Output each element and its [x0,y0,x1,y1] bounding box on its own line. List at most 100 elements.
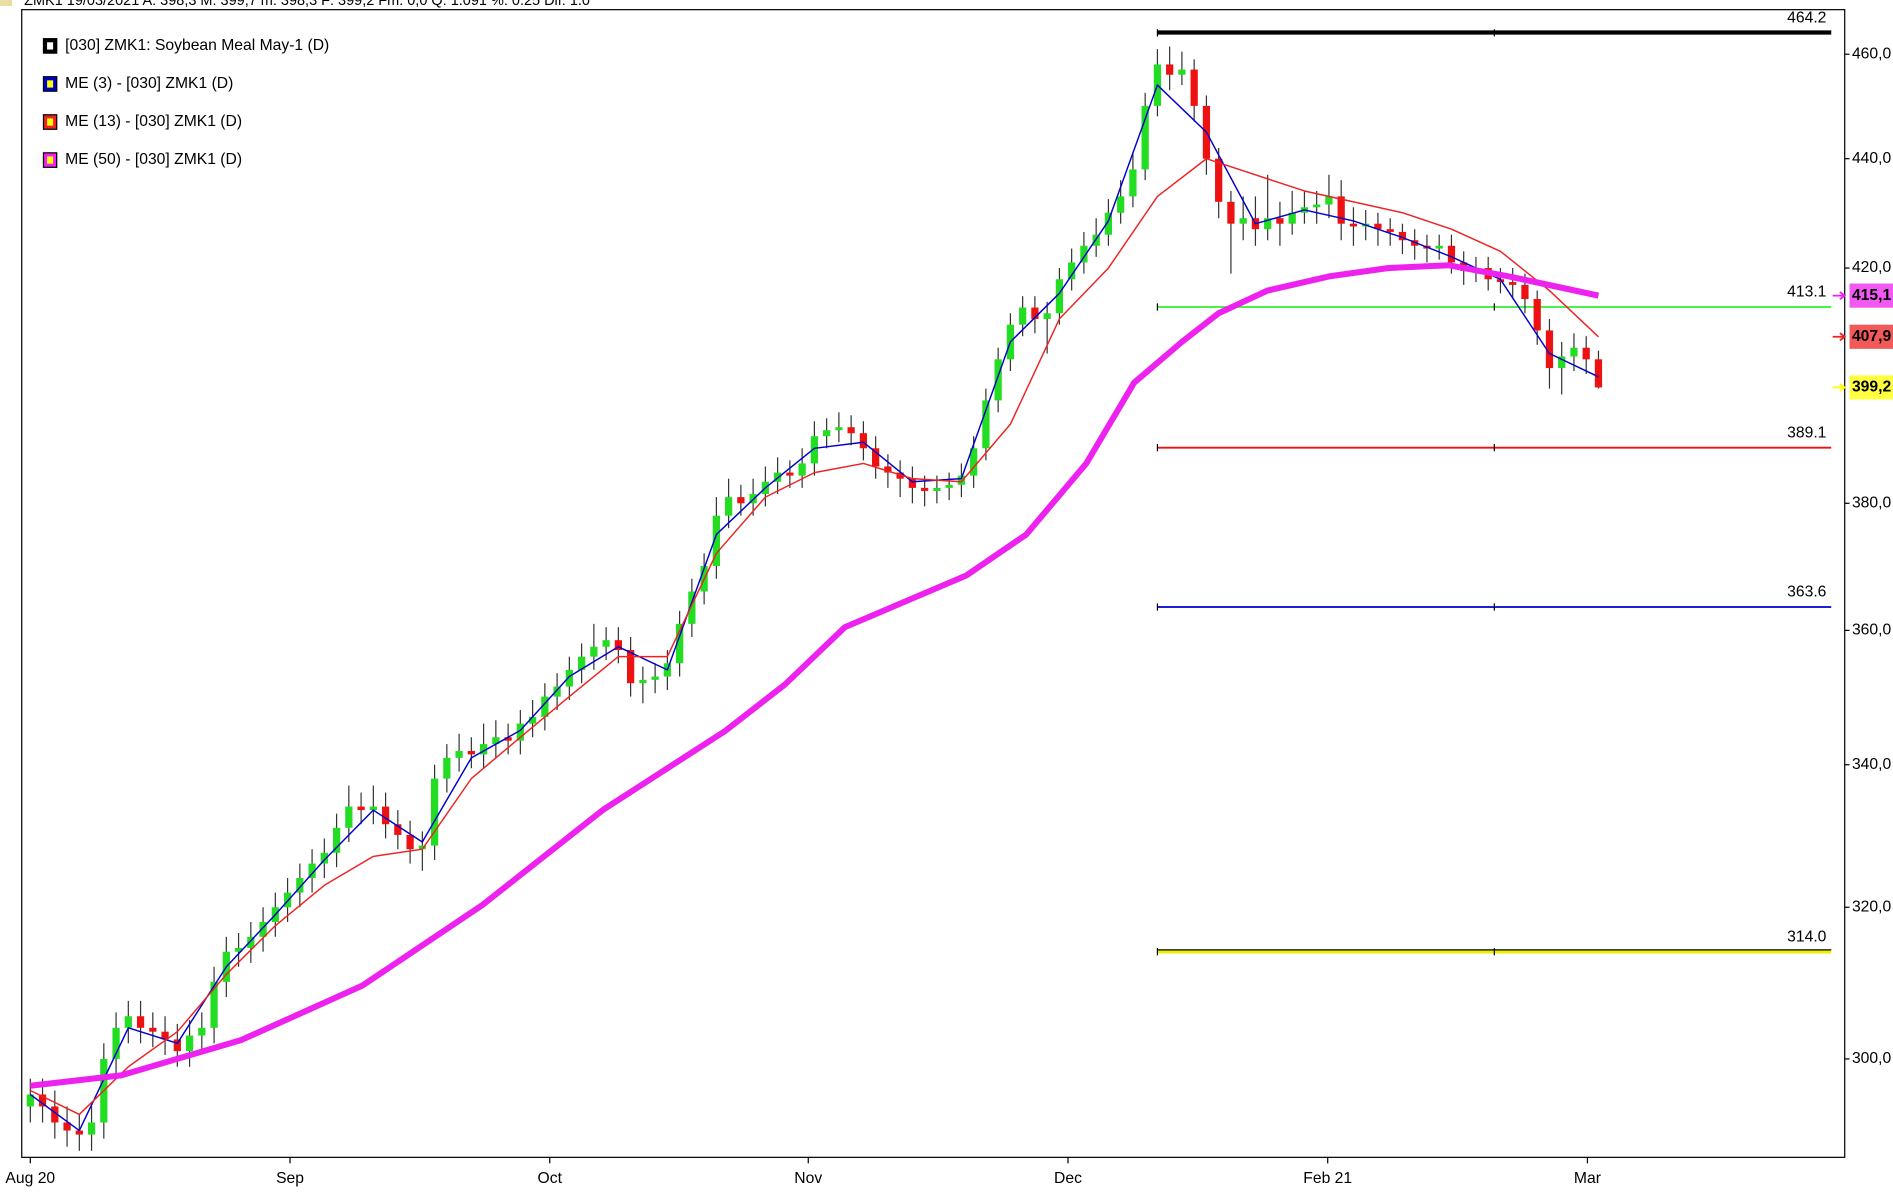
candle-body [565,669,573,687]
candle-body [847,427,855,434]
candle-body [492,737,500,745]
candle-body [479,744,488,755]
level-label: 389.1 [1787,424,1826,441]
candle-body [124,1016,132,1028]
candle-body [688,591,696,624]
price-tag-bg [1849,324,1893,349]
candle-body [247,936,255,948]
candle-body [418,845,426,850]
candle-body [786,472,794,476]
y-tick-label: 380,0 [1852,494,1892,511]
candle-body [1264,218,1272,230]
candle-body [1239,218,1247,224]
candle-body [1313,204,1321,208]
candle-body [590,646,598,657]
candle-body [553,686,561,697]
y-tick-label: 440,0 [1852,150,1892,167]
candle-body [283,892,292,908]
candle-body [921,487,929,491]
candle-body [1447,245,1456,263]
candle-body [1031,307,1039,319]
candle-body [210,981,218,1028]
candle-body [626,650,635,684]
candle-body [296,878,304,893]
y-tick-label: 320,0 [1852,898,1892,915]
plot-frame [21,9,1846,1158]
candle-body [994,359,1002,401]
header: ZMK1 19/03/2021 A: 398,3 M: 399,7 m: 398… [24,0,590,9]
candle-body [1166,64,1174,75]
y-tick-label: 360,0 [1852,622,1892,639]
candle-body [1141,105,1149,170]
close-tag-bg [1849,375,1893,400]
legend-swatch-inner [47,156,54,164]
candle-body [1509,282,1517,285]
level-label: 314.0 [1787,928,1827,945]
candle-body [112,1027,120,1059]
candle-body [38,1094,47,1107]
candle-body [504,737,512,741]
y-tick-label: 340,0 [1852,756,1892,773]
level-label: 413.1 [1787,284,1826,301]
candle-body [198,1027,206,1036]
legend: [030] ZMK1: Soybean Meal May-1 (D) ME (3)… [42,37,329,168]
candle-body [234,947,243,952]
candle-body [357,806,365,811]
price-tag-arrow [1832,332,1847,342]
legend-label: ME (3) - [030] ZMK1 (D) [65,75,233,92]
candle-body [332,827,341,853]
candle-body [381,806,390,825]
candle-body [1582,347,1590,360]
candle-body [308,863,316,879]
candle-body [149,1027,157,1032]
candle-body [1068,262,1076,280]
candle-body [614,640,622,651]
candle-body [982,400,990,449]
y-tick-label: 300,0 [1852,1050,1892,1067]
candle-body [1215,158,1223,202]
candle-body [1398,231,1407,241]
close-tag: 399,2 [1852,379,1892,396]
candle-body [896,472,904,479]
candle-body [1337,196,1345,224]
legend-label: ME (50) - [030] ZMK1 (D) [65,151,242,168]
candle-body [823,430,831,437]
candle-body [1570,347,1578,357]
ma-line [29,84,1599,1132]
candle-body [320,852,328,864]
ma-line [29,262,1600,1089]
legend-swatch-inner [47,42,54,50]
candle-body [430,778,439,846]
price-tag: 407,9 [1852,328,1892,345]
candle-body [185,1035,194,1052]
x-tick-label: Oct [538,1170,563,1187]
candle-body [1227,201,1235,224]
candle-body [136,1016,145,1028]
candle-body [1190,69,1198,106]
x-tick-label: Aug 20 [5,1170,55,1187]
candle-body [1435,245,1443,249]
candle-body [87,1122,96,1135]
candle-body [1104,212,1113,235]
x-tick-label: Sep [276,1170,304,1187]
price-tag: 415,1 [1852,287,1892,304]
candle-body [1178,69,1186,75]
y-tick-label: 460,0 [1852,45,1892,62]
candle-body [1080,245,1088,263]
candle-body [602,640,610,647]
candle-body [516,723,524,741]
level-label: 363.6 [1787,584,1827,601]
candle-body [369,806,377,811]
x-tick-label: Dec [1054,1170,1082,1187]
candle-body [1117,196,1125,213]
candle-body [1521,284,1529,300]
candle-body [541,696,549,717]
legend-label: [030] ZMK1: Soybean Meal May-1 (D) [65,37,329,54]
candle-body [712,515,720,566]
candle-body [884,466,892,473]
x-tick-label: Mar [1574,1170,1601,1187]
candle-body [1129,169,1137,197]
candle-body [639,679,647,684]
candle-body [798,463,806,476]
